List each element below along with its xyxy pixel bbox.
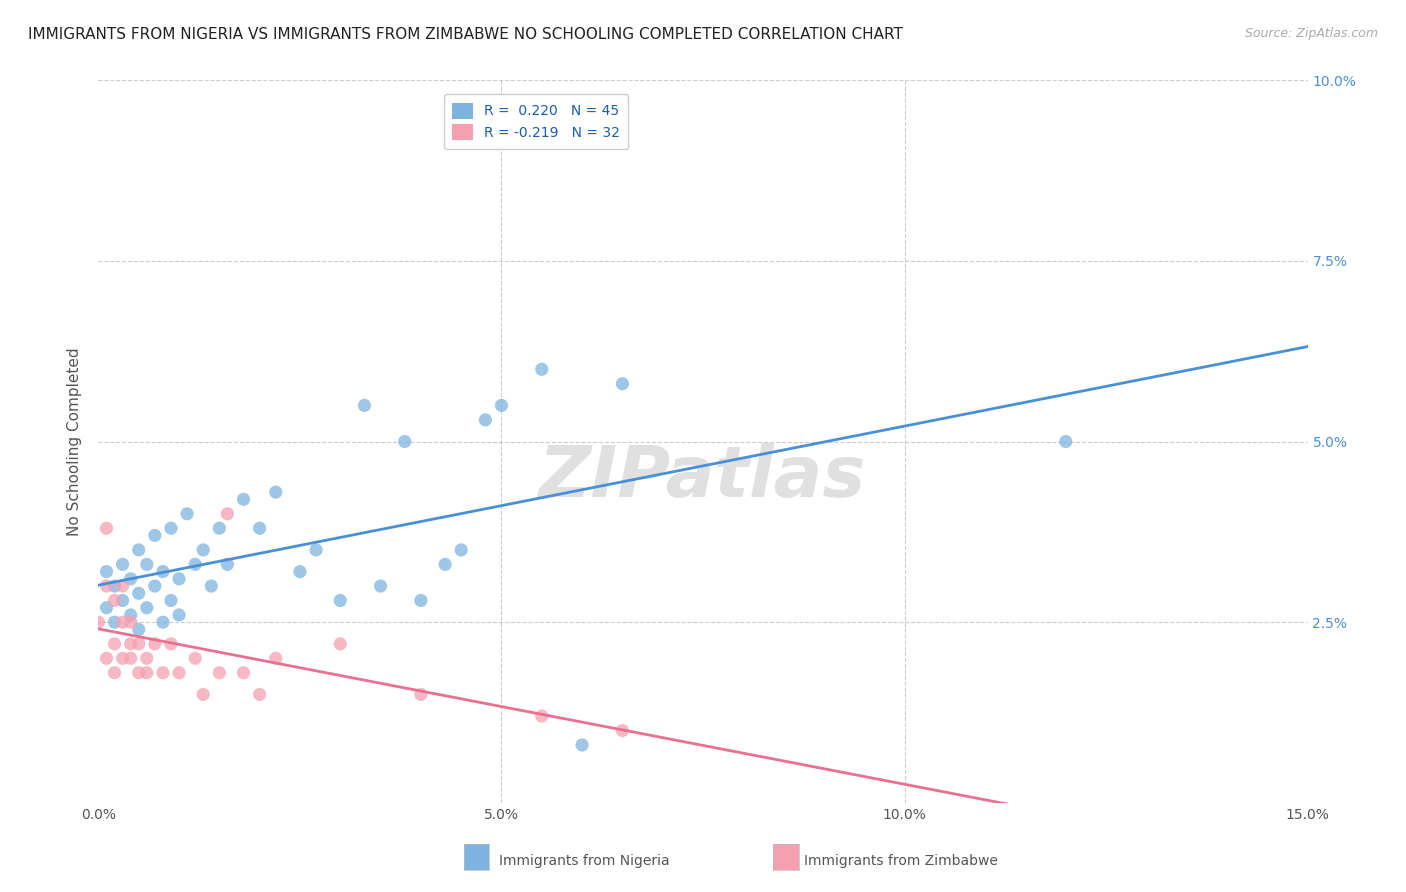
Point — [530, 709, 553, 723]
Point — [208, 521, 231, 535]
Point — [612, 723, 634, 738]
Point — [152, 565, 174, 579]
Point — [103, 593, 125, 607]
Point — [329, 637, 352, 651]
Point — [111, 615, 134, 630]
Point — [370, 579, 392, 593]
Point — [135, 558, 157, 572]
Point — [200, 579, 222, 593]
Point — [103, 665, 125, 680]
Point — [184, 651, 207, 665]
Point — [152, 615, 174, 630]
Point — [135, 651, 157, 665]
Y-axis label: No Schooling Completed: No Schooling Completed — [67, 347, 83, 536]
Point — [128, 637, 150, 651]
Point — [96, 521, 118, 535]
Point — [409, 687, 432, 701]
Point — [305, 542, 328, 557]
Point — [217, 558, 239, 572]
Point — [193, 542, 215, 557]
Text: Immigrants from Nigeria: Immigrants from Nigeria — [499, 854, 669, 868]
Point — [111, 593, 134, 607]
Point — [143, 579, 166, 593]
Point — [135, 600, 157, 615]
Point — [491, 398, 513, 412]
Point — [152, 665, 174, 680]
Point — [160, 521, 183, 535]
Point — [128, 623, 150, 637]
Point — [184, 558, 207, 572]
Point — [571, 738, 593, 752]
Point — [111, 558, 134, 572]
Point — [1054, 434, 1077, 449]
Point — [103, 615, 125, 630]
Point — [474, 413, 496, 427]
Point — [103, 579, 125, 593]
Point — [530, 362, 553, 376]
Point — [96, 651, 118, 665]
Point — [450, 542, 472, 557]
Point — [120, 615, 142, 630]
Point — [167, 665, 190, 680]
Point — [217, 507, 239, 521]
Point — [128, 586, 150, 600]
Point — [128, 665, 150, 680]
Point — [96, 579, 118, 593]
Point — [434, 558, 457, 572]
Point — [111, 651, 134, 665]
Point — [264, 485, 287, 500]
Text: IMMIGRANTS FROM NIGERIA VS IMMIGRANTS FROM ZIMBABWE NO SCHOOLING COMPLETED CORRE: IMMIGRANTS FROM NIGERIA VS IMMIGRANTS FR… — [28, 27, 903, 42]
Point — [143, 637, 166, 651]
Point — [120, 572, 142, 586]
Point — [353, 398, 375, 412]
Text: Immigrants from Zimbabwe: Immigrants from Zimbabwe — [804, 854, 998, 868]
Point — [329, 593, 352, 607]
Point — [167, 572, 190, 586]
Point — [160, 593, 183, 607]
Point — [135, 665, 157, 680]
Point — [208, 665, 231, 680]
Point — [232, 492, 254, 507]
Point — [193, 687, 215, 701]
Point — [96, 565, 118, 579]
Point — [612, 376, 634, 391]
Point — [249, 687, 271, 701]
Point — [394, 434, 416, 449]
Point — [264, 651, 287, 665]
Point — [176, 507, 198, 521]
Point — [143, 528, 166, 542]
Point — [409, 593, 432, 607]
Point — [128, 542, 150, 557]
Text: Source: ZipAtlas.com: Source: ZipAtlas.com — [1244, 27, 1378, 40]
Point — [120, 607, 142, 622]
Point — [288, 565, 311, 579]
Point — [103, 637, 125, 651]
Text: ZIPatlas: ZIPatlas — [540, 443, 866, 512]
Point — [160, 637, 183, 651]
Point — [111, 579, 134, 593]
Point — [167, 607, 190, 622]
Point — [120, 651, 142, 665]
Legend: R =  0.220   N = 45, R = -0.219   N = 32: R = 0.220 N = 45, R = -0.219 N = 32 — [444, 95, 628, 149]
Point — [96, 600, 118, 615]
Point — [232, 665, 254, 680]
Point — [249, 521, 271, 535]
Point — [87, 615, 110, 630]
Point — [120, 637, 142, 651]
